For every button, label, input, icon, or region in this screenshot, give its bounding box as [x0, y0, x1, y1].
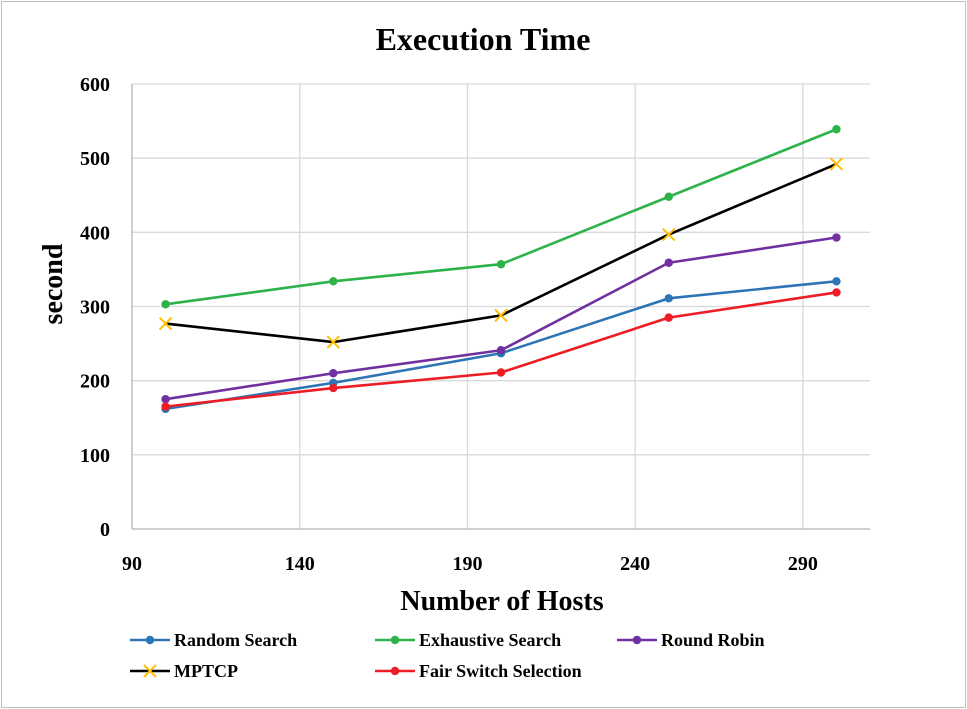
- axes: [131, 84, 870, 530]
- series-1: [161, 125, 841, 309]
- y-tick-label: 600: [80, 74, 110, 96]
- chart-title: Execution Time: [376, 21, 591, 57]
- legend-marker: [632, 635, 642, 645]
- data-point: [329, 369, 338, 378]
- y-axis-title: second: [38, 243, 69, 324]
- legend-marker: [145, 635, 155, 645]
- data-point: [326, 335, 340, 349]
- x-tick-label: 290: [788, 553, 818, 575]
- y-tick-label: 300: [80, 297, 110, 319]
- y-tick-label: 400: [80, 222, 110, 244]
- y-tick-label: 0: [100, 519, 110, 541]
- legend-marker: [390, 635, 400, 645]
- x-tick-label: 90: [122, 553, 142, 575]
- legend-marker: [390, 666, 400, 676]
- data-point: [496, 346, 506, 355]
- data-point: [329, 383, 338, 393]
- series-line: [165, 279, 837, 411]
- data-point: [832, 277, 841, 286]
- legend-label: Round Robin: [661, 630, 765, 650]
- legend-label: Random Search: [174, 630, 297, 650]
- legend: Random Search Exhaustive Search Round Robi…: [130, 630, 765, 681]
- series-4: [161, 288, 841, 411]
- tick-labels: 0 100 200 300 400 500 600 90 140 190 240 290: [80, 74, 818, 575]
- y-tick-label: 200: [80, 371, 110, 393]
- legend-marker: [143, 664, 157, 678]
- data-point: [329, 277, 338, 286]
- data-point: [664, 294, 673, 303]
- data-point: [158, 316, 173, 331]
- x-tick-label: 240: [620, 553, 650, 575]
- data-point: [161, 402, 170, 411]
- legend-label: MPTCP: [174, 661, 238, 681]
- x-tick-label: 140: [285, 553, 315, 575]
- data-point: [832, 288, 841, 297]
- series-0: [161, 277, 841, 414]
- data-point: [664, 258, 673, 267]
- data-point: [496, 260, 506, 269]
- series-2: [161, 233, 841, 404]
- legend-label: Fair Switch Selection: [419, 661, 582, 681]
- series-3: [158, 157, 844, 349]
- data-point: [161, 395, 170, 404]
- series-group: [158, 125, 844, 414]
- gridlines: [132, 83, 870, 529]
- legend-label: Exhaustive Search: [419, 630, 561, 650]
- data-point: [662, 227, 676, 242]
- data-point: [161, 300, 170, 309]
- data-point: [494, 308, 508, 323]
- y-tick-label: 100: [80, 445, 110, 467]
- series-line: [165, 128, 837, 306]
- data-point: [832, 125, 841, 134]
- data-point: [496, 368, 506, 377]
- y-tick-label: 500: [80, 148, 110, 170]
- x-tick-label: 190: [452, 553, 482, 575]
- data-point: [664, 192, 673, 201]
- data-point: [664, 313, 673, 322]
- data-point: [832, 233, 841, 242]
- x-axis-title: Number of Hosts: [400, 586, 603, 617]
- data-point: [829, 157, 844, 171]
